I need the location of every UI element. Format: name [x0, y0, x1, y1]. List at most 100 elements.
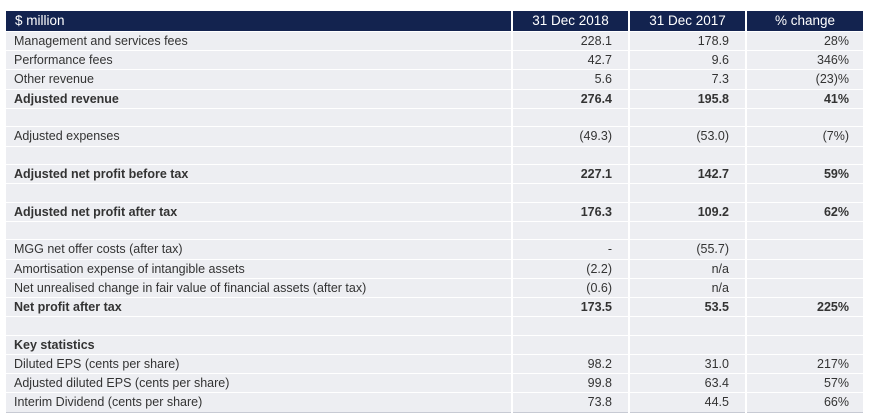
row-label: Adjusted net profit before tax	[6, 164, 512, 184]
value-change	[745, 316, 863, 336]
row-label: Performance fees	[6, 50, 512, 70]
value-2018: (0.6)	[511, 277, 629, 298]
header-2017: 31 Dec 2017	[628, 11, 746, 32]
row-label: Net unrealised change in fair value of f…	[6, 277, 512, 298]
header-change: % change	[745, 11, 863, 32]
value-2018: 228.1	[511, 30, 629, 51]
spacer-row	[6, 107, 863, 127]
row-label: Diluted EPS (cents per share)	[6, 353, 512, 374]
row-label: Interim Dividend (cents per share)	[6, 392, 512, 413]
value-change: 41%	[745, 88, 863, 109]
table-row: Diluted EPS (cents per share) 98.2 31.0 …	[6, 353, 863, 374]
spacer-row	[6, 145, 863, 165]
value-2018	[511, 316, 629, 336]
table-row: Management and services fees 228.1 178.9…	[6, 30, 863, 51]
financial-summary-table-container: $ million 31 Dec 2018 31 Dec 2017 % chan…	[6, 11, 863, 413]
value-change: 28%	[745, 30, 863, 51]
value-2017	[628, 316, 746, 336]
table-row: Interim Dividend (cents per share) 73.8 …	[6, 392, 863, 413]
row-label	[6, 107, 512, 127]
table-row: Net unrealised change in fair value of f…	[6, 277, 863, 298]
value-change	[745, 220, 863, 240]
value-2017: 9.6	[628, 50, 746, 70]
header-row: $ million 31 Dec 2018 31 Dec 2017 % chan…	[6, 11, 863, 32]
value-2017: 195.8	[628, 88, 746, 109]
table-row: Performance fees 42.7 9.6 346%	[6, 50, 863, 70]
row-label	[6, 145, 512, 165]
spacer-row	[6, 220, 863, 240]
value-change: (7%)	[745, 126, 863, 147]
value-2017: (53.0)	[628, 126, 746, 147]
value-2017: 178.9	[628, 30, 746, 51]
row-label: Net profit after tax	[6, 297, 512, 317]
table-row: Adjusted expenses (49.3) (53.0) (7%)	[6, 126, 863, 147]
row-label	[6, 316, 512, 336]
spacer-row	[6, 183, 863, 203]
value-2018: -	[511, 239, 629, 260]
value-change	[745, 145, 863, 165]
spacer-row	[6, 316, 863, 336]
value-change	[745, 183, 863, 203]
section-heading-row: Key statistics	[6, 334, 863, 355]
value-2017: 109.2	[628, 201, 746, 222]
value-2018	[511, 220, 629, 240]
table-row-total: Adjusted net profit after tax 176.3 109.…	[6, 201, 863, 222]
value-2017: 142.7	[628, 164, 746, 184]
financial-summary-table: $ million 31 Dec 2018 31 Dec 2017 % chan…	[6, 11, 863, 413]
value-change	[745, 107, 863, 127]
value-2018: 176.3	[511, 201, 629, 222]
value-2017	[628, 334, 746, 355]
value-2018: 276.4	[511, 88, 629, 109]
value-2018: 227.1	[511, 164, 629, 184]
value-change	[745, 334, 863, 355]
value-2017: n/a	[628, 258, 746, 279]
value-2017	[628, 107, 746, 127]
value-2018	[511, 145, 629, 165]
value-2017	[628, 145, 746, 165]
value-2017: 7.3	[628, 69, 746, 90]
row-label: Other revenue	[6, 69, 512, 90]
value-2018: 73.8	[511, 392, 629, 413]
row-label: Management and services fees	[6, 30, 512, 51]
row-label	[6, 183, 512, 203]
table-row: Amortisation expense of intangible asset…	[6, 258, 863, 279]
value-change: 59%	[745, 164, 863, 184]
value-change: 62%	[745, 201, 863, 222]
header-2018: 31 Dec 2018	[511, 11, 629, 32]
value-2018: (49.3)	[511, 126, 629, 147]
value-change	[745, 258, 863, 279]
value-change	[745, 277, 863, 298]
value-2018: 173.5	[511, 297, 629, 317]
value-2017: 53.5	[628, 297, 746, 317]
section-heading: Key statistics	[6, 334, 512, 355]
value-change: 57%	[745, 373, 863, 393]
row-label: Adjusted expenses	[6, 126, 512, 147]
value-change: (23)%	[745, 69, 863, 90]
value-change: 346%	[745, 50, 863, 70]
table-row-total: Adjusted revenue 276.4 195.8 41%	[6, 88, 863, 109]
value-change: 217%	[745, 353, 863, 374]
value-change: 66%	[745, 392, 863, 413]
row-label: Adjusted diluted EPS (cents per share)	[6, 373, 512, 393]
table-row: MGG net offer costs (after tax) - (55.7)	[6, 239, 863, 260]
value-2017: (55.7)	[628, 239, 746, 260]
value-2017: n/a	[628, 277, 746, 298]
row-label: Amortisation expense of intangible asset…	[6, 258, 512, 279]
value-2017: 31.0	[628, 353, 746, 374]
table-row: Adjusted diluted EPS (cents per share) 9…	[6, 373, 863, 393]
row-label	[6, 220, 512, 240]
value-2018	[511, 107, 629, 127]
value-2017: 44.5	[628, 392, 746, 413]
value-2018	[511, 334, 629, 355]
value-2018: 5.6	[511, 69, 629, 90]
table-row-total: Net profit after tax 173.5 53.5 225%	[6, 297, 863, 317]
value-2017	[628, 183, 746, 203]
value-2017	[628, 220, 746, 240]
header-label: $ million	[6, 11, 512, 32]
row-label: Adjusted net profit after tax	[6, 201, 512, 222]
table-row: Other revenue 5.6 7.3 (23)%	[6, 69, 863, 90]
value-change	[745, 239, 863, 260]
value-2018: 42.7	[511, 50, 629, 70]
value-change: 225%	[745, 297, 863, 317]
value-2018: (2.2)	[511, 258, 629, 279]
